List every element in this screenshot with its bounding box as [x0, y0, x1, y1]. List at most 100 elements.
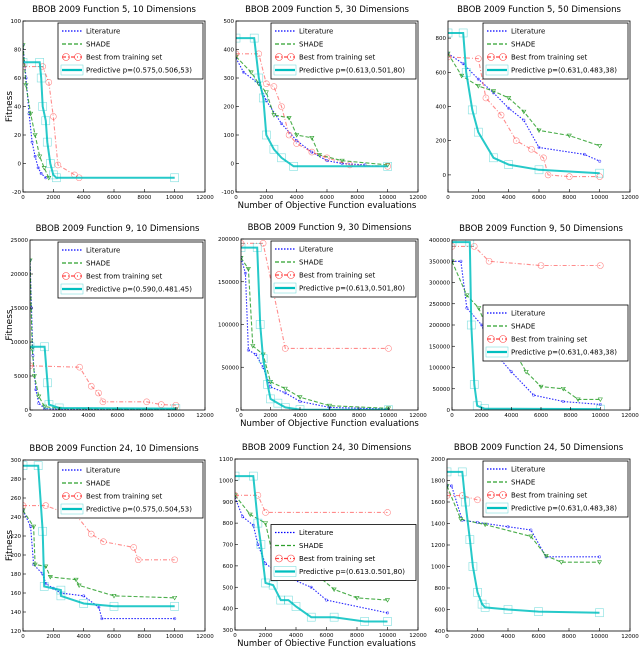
legend-marker — [487, 335, 495, 343]
series-line — [23, 45, 50, 179]
x-tick-label: 10000 — [591, 634, 609, 640]
data-point — [171, 404, 181, 410]
data-point — [23, 58, 28, 67]
x-tick-label: 10000 — [166, 634, 184, 640]
data-point — [475, 84, 481, 89]
y-tick-label: -20 — [12, 190, 21, 196]
data-point — [87, 382, 95, 390]
data-point — [41, 116, 51, 126]
data-point — [598, 159, 602, 163]
series-line — [23, 505, 175, 561]
x-tick-label: 12000 — [409, 633, 427, 639]
data-point — [280, 403, 290, 410]
subplot-6: BBOB 2009 Function 9, 50 Dimensions 0 2000… — [429, 224, 639, 419]
legend-marker — [60, 283, 84, 295]
data-point — [39, 582, 49, 591]
data-point — [262, 130, 271, 140]
x-tick-label: 6000 — [320, 633, 334, 639]
data-point — [36, 166, 40, 170]
legend-entry: Literature — [487, 28, 545, 36]
data-point — [263, 380, 272, 389]
legend-entry: SHADE — [487, 323, 535, 331]
legend-entry: Predictive p=(0.613,0.501,80) — [273, 64, 405, 76]
legend-marker — [287, 271, 295, 279]
y-tick-label: 100000 — [429, 366, 450, 372]
legend-box — [57, 461, 204, 519]
data-point — [54, 403, 64, 410]
data-point — [76, 363, 83, 371]
y-tick-label: 40 — [14, 105, 21, 111]
data-point — [507, 106, 511, 110]
data-point — [130, 544, 138, 551]
legend-label: SHADE — [86, 41, 110, 49]
legend-entry: Predictive p=(0.590,0.481.45) — [60, 283, 192, 295]
data-point — [30, 140, 34, 144]
y-tick-label: 0 — [25, 408, 29, 414]
legend-label: Best from training set — [86, 54, 163, 62]
series-shade — [23, 43, 52, 181]
x-tick-label: 12000 — [621, 413, 639, 419]
chart-title: BBOB 2009 Function 9, 30 Dimensions — [248, 223, 412, 233]
x-tick-label: 10000 — [166, 195, 184, 201]
data-point — [47, 575, 53, 580]
series-line — [447, 495, 600, 506]
data-point — [45, 78, 53, 86]
y-tick-label: 800 — [436, 36, 447, 42]
series-line — [448, 53, 600, 162]
series-predictive — [236, 33, 392, 171]
data-point — [544, 171, 552, 179]
data-point — [172, 595, 178, 601]
legend-entry: Predictive p=(0.631,0.483,38) — [485, 502, 617, 514]
legend-label: SHADE — [511, 323, 535, 331]
data-point — [258, 354, 268, 364]
series-predictive — [235, 471, 392, 626]
data-point — [262, 509, 269, 516]
data-point — [249, 33, 259, 43]
data-point — [384, 598, 391, 603]
data-point — [309, 585, 313, 589]
legend-label: Predictive p=(0.575,0.504,53) — [86, 506, 192, 514]
y-tick-label: 0 — [236, 408, 240, 414]
legend-label: Literature — [299, 529, 333, 537]
data-point — [450, 484, 454, 488]
data-point — [482, 94, 490, 102]
y-tick-label: 2000 — [431, 457, 445, 463]
legend-box — [270, 240, 417, 298]
data-point — [286, 116, 292, 121]
y-tick-label: 400 — [224, 48, 235, 54]
data-point — [490, 89, 497, 94]
legend-entry: Literature — [275, 246, 333, 254]
x-tick-label: 2000 — [471, 634, 485, 640]
x-tick-label: 6000 — [320, 195, 334, 201]
legend-label: Predictive p=(0.631,0.483,38) — [511, 349, 617, 357]
y-tick-label: 300 — [223, 628, 234, 634]
y-tick-label: 200 — [436, 139, 447, 145]
legend-entry: SHADE — [62, 480, 110, 488]
data-point — [111, 594, 117, 599]
data-point — [30, 342, 35, 352]
legend-entry: SHADE — [62, 41, 110, 49]
data-point — [250, 344, 256, 349]
data-point — [35, 58, 44, 67]
legend-marker — [62, 53, 70, 61]
legend: Literature SHADE Best from training set Pre… — [482, 22, 629, 80]
data-point — [29, 524, 33, 528]
legend-box — [57, 241, 204, 299]
data-point — [235, 492, 239, 499]
data-point — [268, 580, 278, 590]
y-tick-label: 5000 — [14, 374, 28, 380]
data-point — [459, 259, 463, 263]
data-point — [543, 553, 549, 559]
legend-label: Best from training set — [299, 272, 376, 280]
x-tick-label: 2000 — [259, 633, 273, 639]
y-axis-label: Fitness — [5, 91, 15, 122]
data-point — [73, 577, 79, 583]
chart-title: BBOB 2009 Function 5, 10 Dimensions — [32, 5, 196, 15]
x-tick-label: 6000 — [532, 195, 546, 201]
data-point — [529, 528, 533, 532]
y-tick-label: 15000 — [11, 306, 29, 312]
y-tick-label: -100 — [222, 190, 235, 196]
subplot-1: BBOB 2009 Function 5, 10 Dimensions 0 2000… — [5, 5, 214, 201]
data-point — [331, 587, 337, 592]
data-point — [56, 585, 66, 595]
